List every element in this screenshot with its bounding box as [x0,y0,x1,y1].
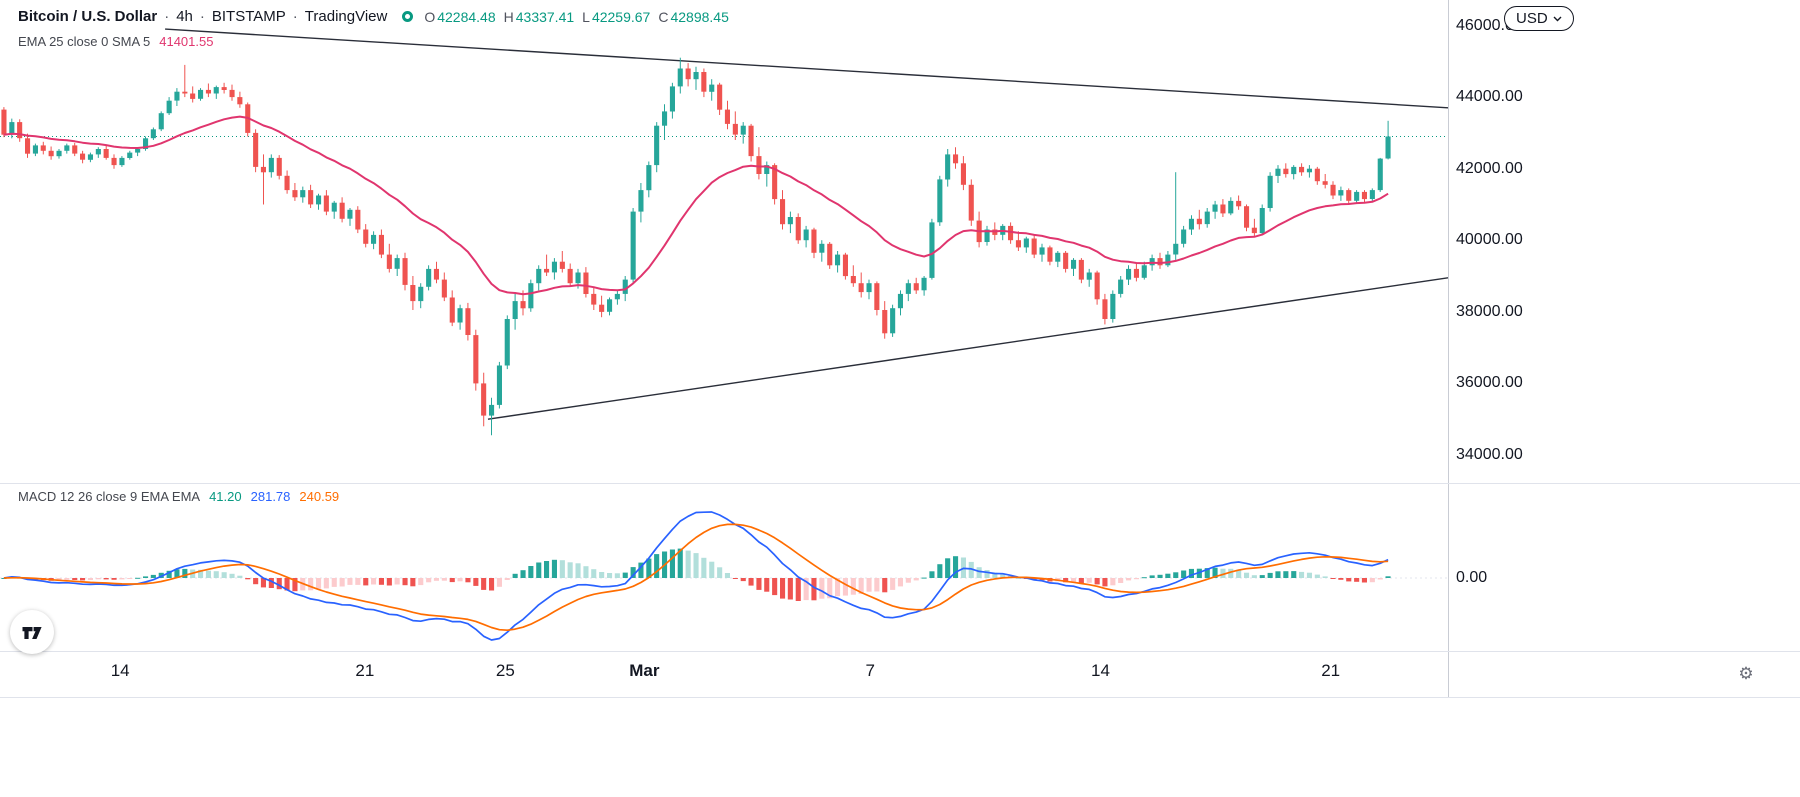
time-axis[interactable]: 14 21 25 Mar 7 14 21 [0,652,1448,697]
title-separator: · [164,8,170,25]
title-separator: · [292,8,298,25]
open-value: 42284.48 [437,8,496,25]
settings-gear-icon[interactable]: ⚙ [1738,664,1754,683]
interval-label[interactable]: 4h [176,8,193,25]
market-status-icon[interactable] [402,11,414,22]
trendline [487,277,1448,420]
exchange-label: BITSTAMP [211,8,286,25]
ohlc-readout: O 42284.48 H 43337.41 L 42259.67 C 42898.45 [424,9,729,25]
price-tick-label: 40000.00 [1456,231,1523,249]
tradingview-logo[interactable] [10,610,54,654]
time-axis-label: 21 [1321,661,1341,680]
time-axis-label: 21 [355,661,375,680]
price-tick-label: 42000.00 [1456,159,1523,177]
time-axis-label: 14 [110,661,130,680]
macd-hist-value: 41.20 [209,489,242,504]
ema-line[interactable] [3,115,1389,296]
macd-legend[interactable]: MACD 12 26 close 9 EMA EMA 41.20 281.78 … [18,489,339,504]
time-axis-label: 7 [865,661,875,680]
ema-legend[interactable]: EMA 25 close 0 SMA 5 41401.55 [18,34,213,49]
macd-line-value: 281.78 [250,489,291,504]
widget-bottom-border [0,697,1800,698]
tradingview-logo-icon [22,627,42,639]
close-value: 42898.45 [670,8,729,25]
ema-legend-label: EMA 25 close 0 SMA 5 [18,34,151,49]
macd-line[interactable] [3,511,1389,641]
macd-signal-value: 240.59 [299,489,340,504]
close-label: C [658,8,669,25]
macd-zero-tick-label: 0.00 [1456,569,1488,586]
high-value: 43337.41 [515,8,575,25]
price-axis[interactable]: 46000.00 44000.00 42000.00 40000.00 38000.00… [1449,0,1799,651]
candles [1,57,1391,436]
currency-label: USD [1516,10,1548,27]
macd-histogram [1,548,1391,601]
chart-canvas[interactable] [0,0,1448,651]
price-axis-separator [1448,0,1449,697]
price-tick-label: 36000.00 [1456,374,1523,392]
currency-selector-button[interactable]: USD [1504,6,1574,31]
pane-separator [0,483,1800,484]
low-label: L [582,8,590,25]
price-tick-label: 38000.00 [1456,302,1523,320]
price-tick-label: 44000.00 [1456,88,1523,106]
chevron-down-icon [1553,16,1562,21]
trendline [165,28,1448,109]
macd-legend-label: MACD 12 26 close 9 EMA EMA [18,489,201,504]
time-axis-separator [0,651,1800,652]
time-axis-label: 25 [495,661,515,680]
trendlines[interactable] [165,28,1448,420]
chart-legend-row: Bitcoin / U.S. Dollar · 4h · BITSTAMP · … [18,8,729,25]
platform-link[interactable]: TradingView [304,8,388,25]
price-tick-label: 34000.00 [1456,446,1523,463]
ema-legend-value: 41401.55 [159,34,214,49]
title-separator: · [199,8,205,25]
low-value: 42259.67 [591,8,651,25]
open-label: O [424,8,436,25]
macd-signal-line[interactable] [3,523,1389,632]
high-label: H [503,8,514,25]
symbol-title[interactable]: Bitcoin / U.S. Dollar [18,8,158,25]
time-axis-label: 14 [1091,661,1110,680]
time-axis-label: Mar [629,661,660,680]
